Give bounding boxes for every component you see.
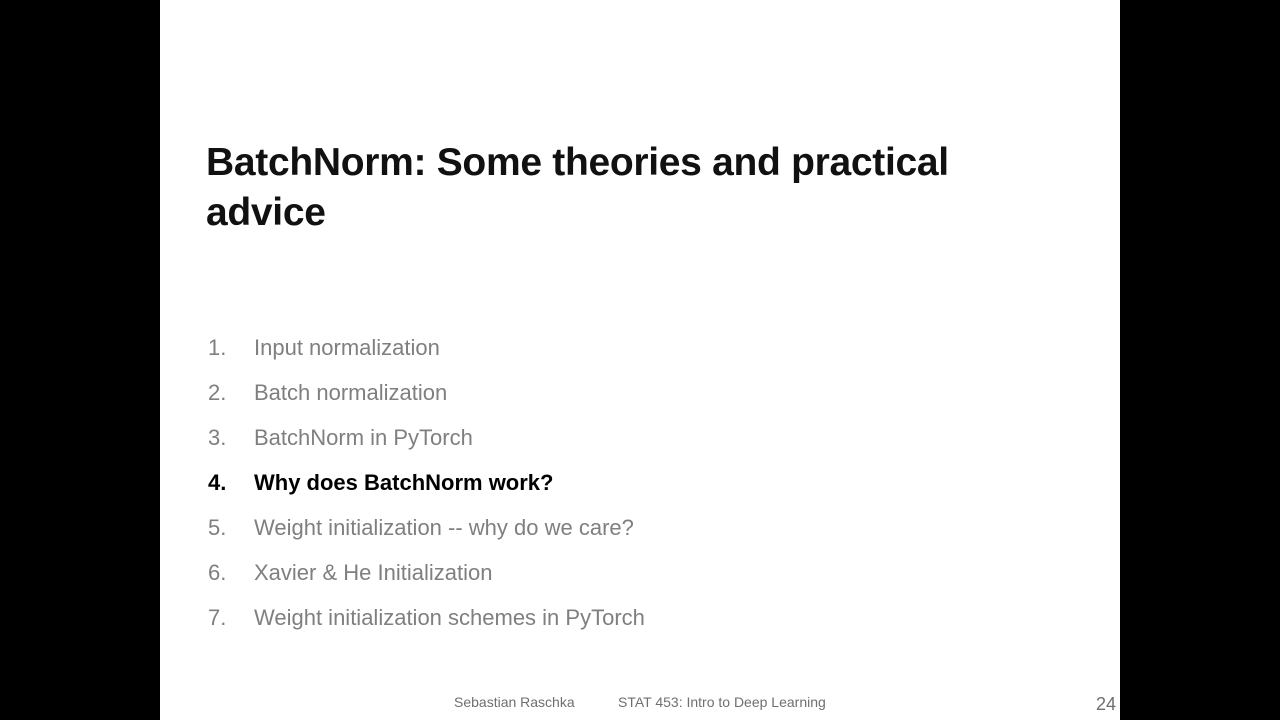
agenda-item-label: Weight initialization -- why do we care?	[254, 515, 634, 540]
agenda-item-label: Xavier & He Initialization	[254, 560, 493, 585]
agenda-list: 1. Input normalization 2. Batch normaliz…	[208, 330, 645, 645]
footer-course: STAT 453: Intro to Deep Learning	[618, 694, 826, 710]
agenda-item-number: 2.	[208, 380, 227, 405]
agenda-item-label: Weight initialization schemes in PyTorch	[254, 605, 645, 630]
agenda-item-number: 4.	[208, 470, 227, 495]
agenda-item: 3. BatchNorm in PyTorch	[208, 420, 645, 465]
agenda-item-label: Input normalization	[254, 335, 440, 360]
slide: BatchNorm: Some theories and practical a…	[160, 0, 1120, 720]
agenda-item: 6. Xavier & He Initialization	[208, 555, 645, 600]
agenda-item-number: 6.	[208, 560, 227, 585]
agenda-item: 7. Weight initialization schemes in PyTo…	[208, 600, 645, 645]
slide-title: BatchNorm: Some theories and practical a…	[206, 141, 949, 234]
agenda-item-number: 7.	[208, 605, 227, 630]
page-number: 24	[1095, 694, 1116, 714]
agenda-item-label: BatchNorm in PyTorch	[254, 425, 473, 450]
agenda-item: 1. Input normalization	[208, 330, 645, 375]
agenda-item: 2. Batch normalization	[208, 375, 645, 420]
agenda-item-number: 3.	[208, 425, 227, 450]
agenda-item-label: Batch normalization	[254, 380, 448, 405]
agenda-item-current: 4. Why does BatchNorm work?	[208, 465, 645, 510]
agenda-item-number: 1.	[208, 335, 227, 360]
agenda-item-number: 5.	[208, 515, 227, 540]
agenda-item-label: Why does BatchNorm work?	[254, 470, 554, 495]
footer-author: Sebastian Raschka	[454, 694, 575, 710]
agenda-item: 5. Weight initialization -- why do we ca…	[208, 510, 645, 555]
